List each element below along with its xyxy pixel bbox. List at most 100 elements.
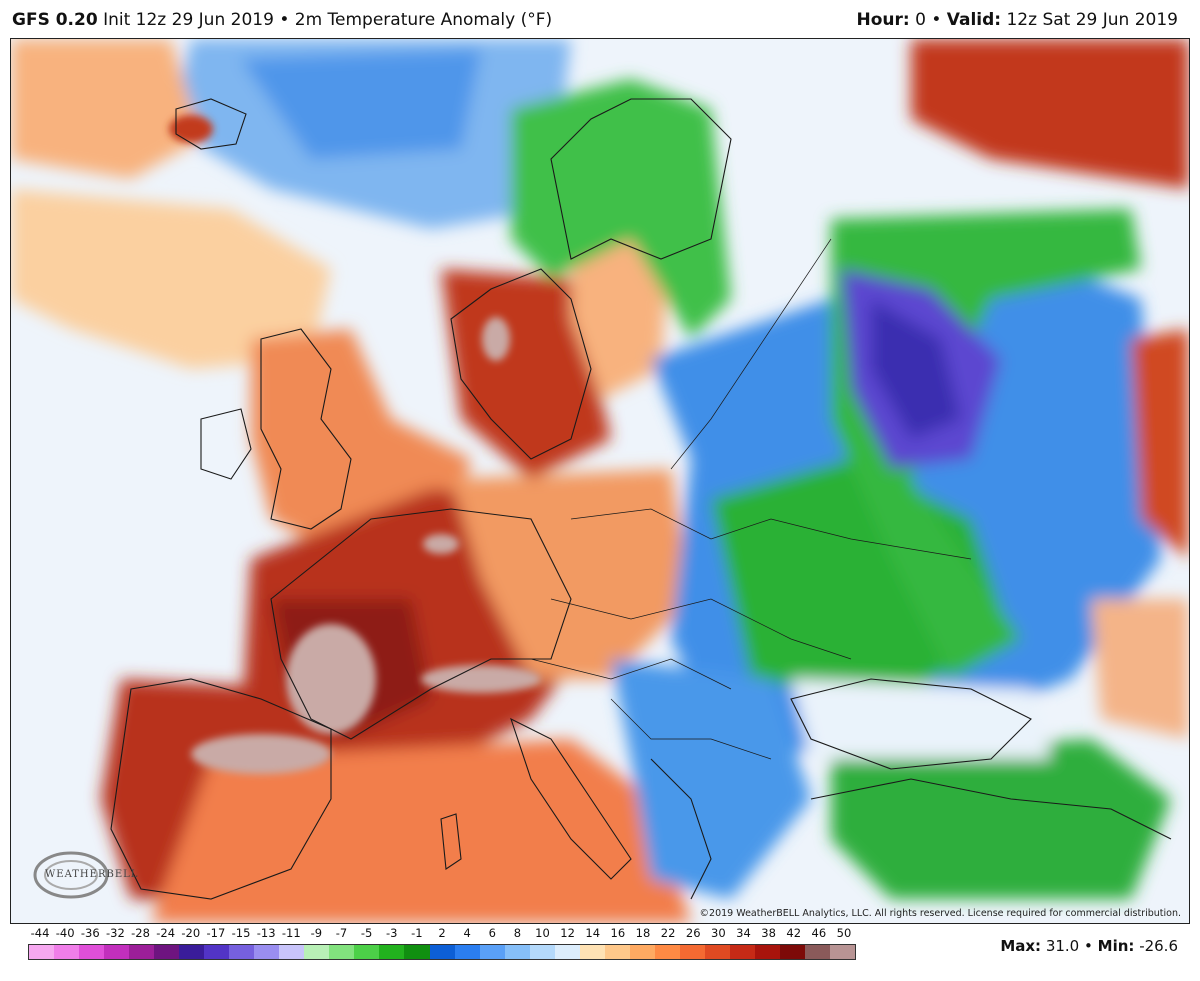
legend-label: 4 <box>463 926 471 940</box>
legend-swatch <box>654 945 680 959</box>
scandinavia-hot <box>441 269 611 479</box>
copyright-notice: ©2019 WeatherBELL Analytics, LLC. All ri… <box>699 908 1181 919</box>
bullet: • <box>279 10 290 30</box>
legend-label: 50 <box>836 926 852 940</box>
logo-text: WEATHERBELL <box>45 869 139 880</box>
legend-swatch <box>804 945 830 959</box>
extreme-patch-norway <box>482 317 510 361</box>
border-line <box>570 508 972 560</box>
color-legend: -44 -40 -36 -32 -28 -24 -20 -17 -15 -13 -11 -9 -7 -5-… <box>28 926 856 966</box>
scandinavia-outline <box>450 268 592 460</box>
legend-swatch <box>454 945 480 959</box>
west-warm-region <box>11 39 201 179</box>
iceland-outline <box>175 98 247 150</box>
header: GFS 0.20 Init 12z 29 Jun 2019 • 2m Tempe… <box>0 0 1200 38</box>
legend-label: -40 <box>55 926 75 940</box>
legend-label: 26 <box>685 926 701 940</box>
legend-swatch <box>54 945 80 959</box>
legend-label: -17 <box>206 926 226 940</box>
legend-swatch <box>204 945 230 959</box>
legend-label: 2 <box>438 926 446 940</box>
map-canvas <box>11 39 1189 923</box>
border-line <box>610 698 772 760</box>
legend-swatch <box>129 945 155 959</box>
coastlines <box>110 98 1172 900</box>
legend-label: -36 <box>80 926 100 940</box>
balkan-coast <box>650 758 712 900</box>
valid-value: 12z Sat 29 Jun 2019 <box>1006 10 1178 30</box>
legend-label: -7 <box>335 926 348 940</box>
extreme-patch-alps <box>421 665 541 693</box>
max-value: 31.0 <box>1045 937 1080 955</box>
legend-label: -5 <box>360 926 373 940</box>
legend-swatch <box>354 945 380 959</box>
turkey-cold <box>831 739 1171 899</box>
legend-label: -13 <box>256 926 276 940</box>
legend-swatch <box>404 945 430 959</box>
title-left: GFS 0.20 Init 12z 29 Jun 2019 • 2m Tempe… <box>12 10 552 30</box>
extreme-patch-spain <box>191 734 331 774</box>
legend-label: 34 <box>736 926 751 940</box>
legend-label: 46 <box>811 926 827 940</box>
legend-swatch <box>29 945 55 959</box>
legend-label: 16 <box>610 926 626 940</box>
legend-swatch <box>229 945 255 959</box>
legend-label: 42 <box>786 926 802 940</box>
legend-label: -24 <box>156 926 176 940</box>
hour-label: Hour: <box>856 10 910 30</box>
great-britain-outline <box>260 328 352 530</box>
bullet: • <box>931 10 942 30</box>
east-edge-warm <box>1131 329 1189 559</box>
extreme-patch-germany <box>423 534 459 554</box>
border-line <box>530 658 732 690</box>
mid-atlantic-warm <box>11 189 331 369</box>
legend-swatch <box>604 945 630 959</box>
max-min-stats: Max: 31.0 • Min: -26.6 <box>1000 937 1178 955</box>
legend-label: -9 <box>310 926 323 940</box>
extreme-patch-france <box>286 624 376 734</box>
atlantic-cold-core <box>241 49 481 159</box>
central-europe-warm <box>451 469 691 679</box>
hour-value: 0 <box>915 10 926 30</box>
model-name: GFS 0.20 <box>12 10 98 30</box>
legend-swatch <box>479 945 505 959</box>
field-name: 2m Temperature Anomaly (°F) <box>294 10 553 30</box>
legend-swatch <box>529 945 555 959</box>
min-label: Min: <box>1097 937 1135 955</box>
legend-swatch <box>704 945 730 959</box>
border-line <box>670 238 832 470</box>
mediterranean-warm <box>151 739 691 923</box>
legend-swatch <box>579 945 605 959</box>
legend-swatch <box>304 945 330 959</box>
min-value: -26.6 <box>1139 937 1178 955</box>
legend-labels: -44 -40 -36 -32 -28 -24 -20 -17 -15 -13 -11 -9 -7 -5-… <box>28 926 856 942</box>
legend-label: -44 <box>30 926 50 940</box>
legend-swatch <box>429 945 455 959</box>
legend-label: -32 <box>105 926 125 940</box>
anomaly-field <box>11 39 1189 923</box>
logo-swirl-icon <box>33 851 109 899</box>
legend-swatch <box>104 945 130 959</box>
legend-swatch <box>504 945 530 959</box>
russia-coldest-center <box>871 299 961 439</box>
france-outline <box>270 508 572 740</box>
valid-label: Valid: <box>946 10 1002 30</box>
legend-swatch <box>279 945 305 959</box>
legend-swatch <box>629 945 655 959</box>
legend-label: 6 <box>488 926 496 940</box>
legend-label: 14 <box>585 926 601 940</box>
legend-label: -15 <box>231 926 251 940</box>
black-sea-outline <box>790 678 1032 770</box>
legend-bar <box>28 944 856 960</box>
legend-swatch <box>379 945 405 959</box>
ireland-outline <box>200 408 252 480</box>
italy-outline <box>510 717 632 880</box>
title-right: Hour: 0 • Valid: 12z Sat 29 Jun 2019 <box>856 10 1178 30</box>
legend-label: 38 <box>761 926 776 940</box>
max-label: Max: <box>1000 937 1042 955</box>
weatherbell-logo: WEATHERBELL <box>31 847 137 905</box>
turkey-coast <box>810 778 1172 840</box>
border-line <box>550 598 852 660</box>
legend-label: 30 <box>711 926 726 940</box>
init-time: Init 12z 29 Jun 2019 <box>103 10 274 30</box>
